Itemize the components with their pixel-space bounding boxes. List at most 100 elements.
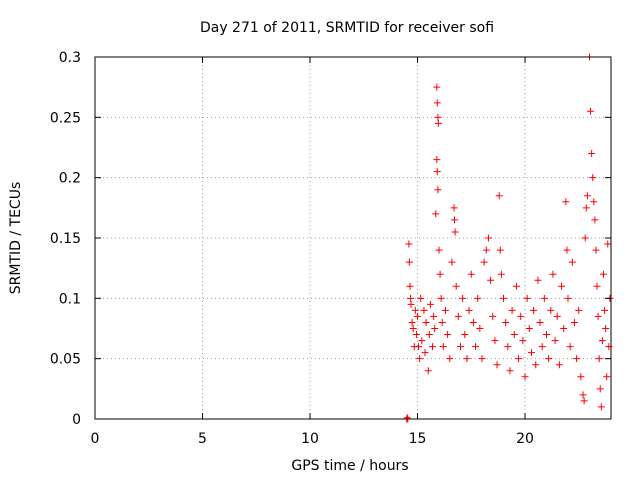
data-point [433, 156, 441, 164]
data-point [589, 174, 597, 182]
data-point [506, 367, 514, 375]
data-point [478, 355, 486, 363]
data-point [592, 246, 600, 254]
data-point [439, 343, 447, 351]
data-point [568, 258, 576, 266]
data-point [583, 192, 591, 200]
data-point [452, 282, 460, 290]
data-point [405, 240, 413, 248]
data-point [420, 306, 428, 314]
data-point [467, 270, 475, 278]
data-point [515, 355, 523, 363]
data-point [604, 240, 612, 248]
data-point [579, 391, 587, 399]
chart-title: Day 271 of 2011, SRMTID for receiver sof… [200, 20, 494, 36]
data-point [450, 204, 458, 212]
data-point [433, 99, 441, 107]
data-point [555, 361, 563, 369]
data-point [545, 355, 553, 363]
y-tick-label: 0.1 [59, 291, 81, 307]
data-point [448, 258, 456, 266]
data-point [597, 403, 605, 411]
data-point [560, 325, 568, 332]
data-point [591, 216, 599, 224]
x-tick-label: 20 [516, 431, 534, 447]
data-point [434, 113, 442, 121]
data-point [551, 337, 559, 345]
data-point [487, 276, 495, 284]
x-tick-labels: 0 5 10 15 20 [91, 431, 534, 447]
data-point [500, 294, 507, 302]
data-point [435, 246, 443, 254]
data-point [549, 270, 557, 278]
data-point [588, 150, 596, 158]
x-tick-label: 10 [301, 431, 319, 447]
data-point [512, 282, 520, 290]
data-point [459, 294, 467, 302]
data-point [418, 337, 426, 345]
data-points [403, 53, 614, 423]
data-point [438, 318, 446, 326]
data-point [590, 198, 598, 206]
data-point [484, 234, 492, 242]
data-point [409, 325, 417, 332]
data-point [602, 325, 610, 332]
data-point [461, 331, 469, 339]
data-point [510, 331, 518, 339]
data-point [434, 119, 442, 127]
data-point [521, 373, 529, 381]
data-point [407, 294, 415, 302]
data-point [580, 397, 588, 405]
data-point [403, 414, 411, 422]
data-point [538, 343, 546, 351]
data-point [496, 246, 504, 254]
data-point [497, 270, 505, 278]
data-point [431, 325, 439, 332]
data-point [430, 312, 438, 320]
data-point [412, 331, 420, 339]
data-point [558, 282, 566, 290]
data-point [595, 355, 603, 363]
data-point [582, 204, 590, 212]
data-point [495, 192, 503, 200]
data-point [563, 246, 571, 254]
data-point [414, 312, 421, 320]
data-point [434, 186, 442, 194]
data-point [422, 318, 430, 326]
data-point [450, 216, 458, 224]
data-point [426, 300, 434, 308]
data-point [416, 355, 424, 363]
y-tick-label: 0 [72, 412, 81, 428]
data-point [493, 361, 501, 369]
data-point [454, 312, 462, 320]
x-tick-label: 0 [91, 431, 100, 447]
data-point [444, 331, 452, 339]
data-point [525, 325, 533, 332]
data-point [594, 312, 602, 320]
data-point [598, 337, 606, 345]
data-point [527, 349, 535, 357]
data-point [530, 306, 538, 314]
x-tick-label: 15 [409, 431, 427, 447]
data-point [570, 318, 578, 326]
data-point [476, 325, 484, 332]
y-tick-labels: 0 0.05 0.1 0.15 0.2 0.25 0.3 [50, 50, 81, 428]
data-point [425, 331, 433, 339]
data-point [536, 318, 544, 326]
data-point [519, 337, 527, 345]
data-point [417, 294, 425, 302]
data-point [553, 312, 561, 320]
data-point [424, 367, 432, 375]
data-point [540, 294, 548, 302]
data-point [593, 282, 601, 290]
data-point [599, 270, 607, 278]
data-point [465, 306, 473, 314]
x-axis-label: GPS time / hours [291, 458, 408, 474]
data-point [504, 343, 512, 351]
data-point [547, 306, 555, 314]
data-point [421, 349, 429, 357]
data-point [432, 210, 440, 218]
data-point [603, 373, 611, 381]
data-point [534, 276, 542, 284]
